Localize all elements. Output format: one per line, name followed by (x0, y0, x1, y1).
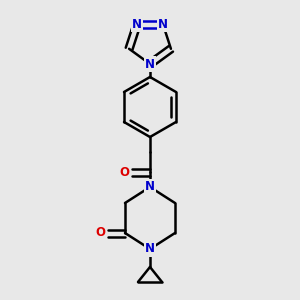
Text: N: N (132, 18, 142, 31)
Text: N: N (158, 18, 168, 31)
Text: N: N (145, 58, 155, 70)
Text: O: O (119, 166, 129, 178)
Text: N: N (145, 242, 155, 256)
Text: N: N (145, 181, 155, 194)
Text: O: O (95, 226, 105, 239)
